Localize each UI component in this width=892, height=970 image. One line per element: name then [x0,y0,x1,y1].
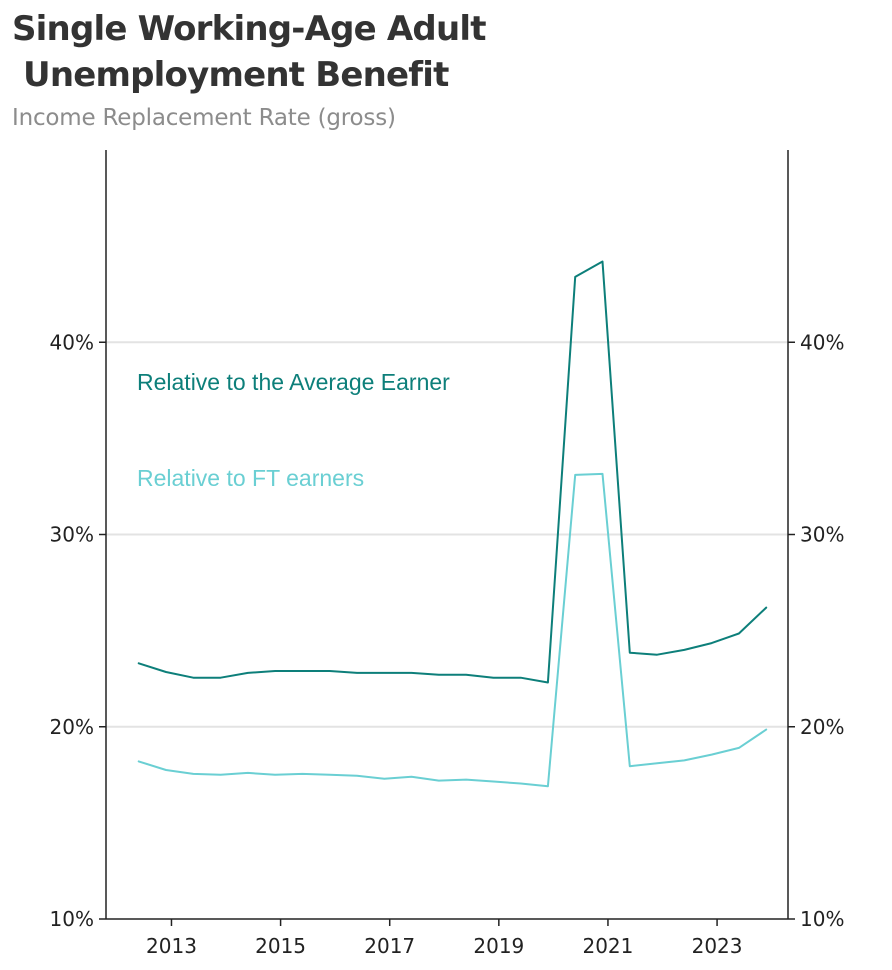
y-tick-label-right: 40% [800,330,844,354]
x-tick-label: 2013 [146,934,197,958]
y-tick-label-right: 20% [800,715,844,739]
y-tick-label-right: 10% [800,907,844,931]
y-tick-label-left: 20% [50,715,94,739]
chart-subtitle: Income Replacement Rate (gross) [12,105,396,131]
series-lines [137,260,768,788]
y-tick-label-left: 30% [50,523,94,547]
chart-title: Single Working-Age Adult Unemployment Be… [12,9,486,95]
series-label-ft-earners: Relative to FT earners [137,465,364,491]
ticks: 10% 10% 20% 20% 30% 30% 40% 40% 2013 2015 2017 2019… [50,330,845,958]
series-label-average-earner: Relative to the Average Earner [137,369,450,395]
series-line-average-earner [137,260,768,684]
x-tick-label: 2021 [582,934,633,958]
y-tick-label-left: 40% [50,330,94,354]
x-tick-label: 2023 [692,934,743,958]
x-tick-label: 2017 [364,934,415,958]
gridlines [106,341,788,728]
y-tick-label-right: 30% [800,523,844,547]
series-labels: Relative to the Average Earner Relative … [137,369,450,491]
y-tick-label-left: 10% [50,907,94,931]
x-tick-label: 2015 [255,934,306,958]
series-line-ft-earners [137,472,768,788]
x-tick-label: 2019 [473,934,524,958]
